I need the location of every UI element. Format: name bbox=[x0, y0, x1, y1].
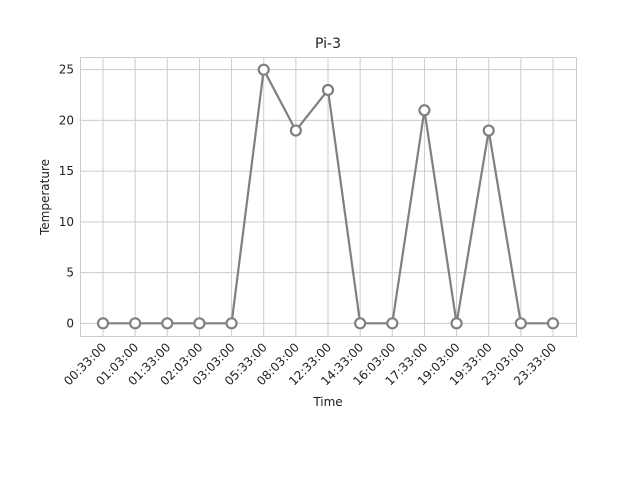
y-tick-label: 10 bbox=[59, 215, 74, 229]
data-point bbox=[418, 104, 431, 117]
x-axis-ticks: 00:33:0001:03:0001:33:0002:03:0003:03:00… bbox=[61, 340, 559, 388]
x-axis-label: Time bbox=[312, 395, 342, 409]
y-axis-ticks: 0 5 10 15 20 25 bbox=[59, 63, 74, 331]
data-point bbox=[257, 63, 270, 76]
data-point bbox=[289, 124, 302, 137]
chart-title: Pi-3 bbox=[315, 36, 341, 52]
y-axis-label: Temperature bbox=[38, 159, 52, 236]
data-point bbox=[514, 317, 527, 330]
y-tick-label: 25 bbox=[59, 63, 74, 77]
grid bbox=[80, 57, 576, 336]
y-tick-label: 5 bbox=[66, 266, 74, 280]
data-point bbox=[354, 317, 367, 330]
plot-frame bbox=[80, 57, 577, 337]
data-point bbox=[386, 317, 399, 330]
data-point bbox=[225, 317, 238, 330]
y-tick-label: 20 bbox=[59, 113, 74, 127]
data-point bbox=[161, 317, 174, 330]
series bbox=[96, 63, 560, 330]
data-point bbox=[96, 317, 110, 330]
data-point bbox=[321, 83, 335, 97]
y-tick-label: 15 bbox=[59, 164, 74, 178]
data-point bbox=[482, 124, 495, 137]
data-point bbox=[193, 317, 206, 330]
data-point bbox=[129, 317, 142, 330]
y-tick-label: 0 bbox=[66, 316, 74, 330]
data-point bbox=[546, 317, 560, 330]
data-point bbox=[450, 317, 463, 330]
